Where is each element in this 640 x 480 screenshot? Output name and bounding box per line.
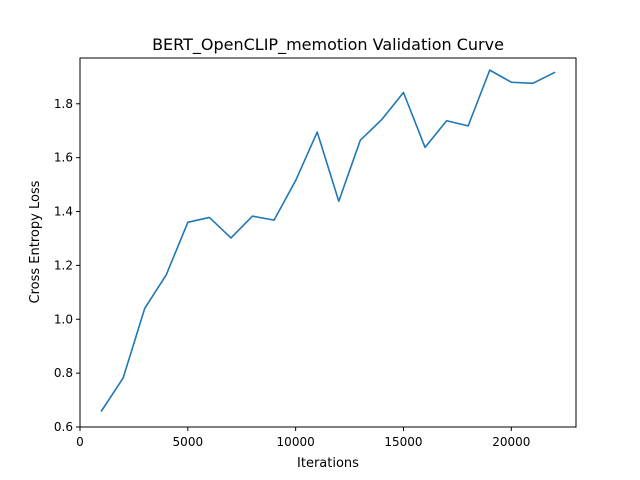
x-axis-label: Iterations: [297, 456, 359, 471]
x-tick-label: 20000: [492, 435, 530, 449]
x-tick-label: 0: [76, 435, 84, 449]
y-tick-label: 1.8: [54, 97, 73, 111]
x-tick-label: 5000: [173, 435, 204, 449]
y-tick-label: 1.0: [54, 312, 73, 326]
y-tick-label: 1.2: [54, 258, 73, 272]
y-tick-label: 1.6: [54, 151, 73, 165]
y-axis-ticks: 0.6 0.8 1.0 1.2 1.4 1.6 1.8: [54, 97, 80, 434]
series-layer: [100, 69, 556, 412]
axes-frame: [79, 57, 577, 428]
x-tick-label: 10000: [277, 435, 315, 449]
y-tick-label: 1.4: [54, 205, 73, 219]
x-axis-ticks: 0 5000 10000 15000 20000: [76, 427, 530, 449]
plot-area: [79, 57, 577, 428]
x-tick-label: 15000: [384, 435, 422, 449]
series-line: [100, 69, 556, 412]
chart-title: BERT_OpenCLIP_memotion Validation Curve: [152, 35, 504, 55]
y-tick-label: 0.8: [54, 366, 73, 380]
y-axis-label: Cross Entropy Loss: [28, 180, 43, 303]
y-tick-label: 0.6: [54, 420, 73, 434]
